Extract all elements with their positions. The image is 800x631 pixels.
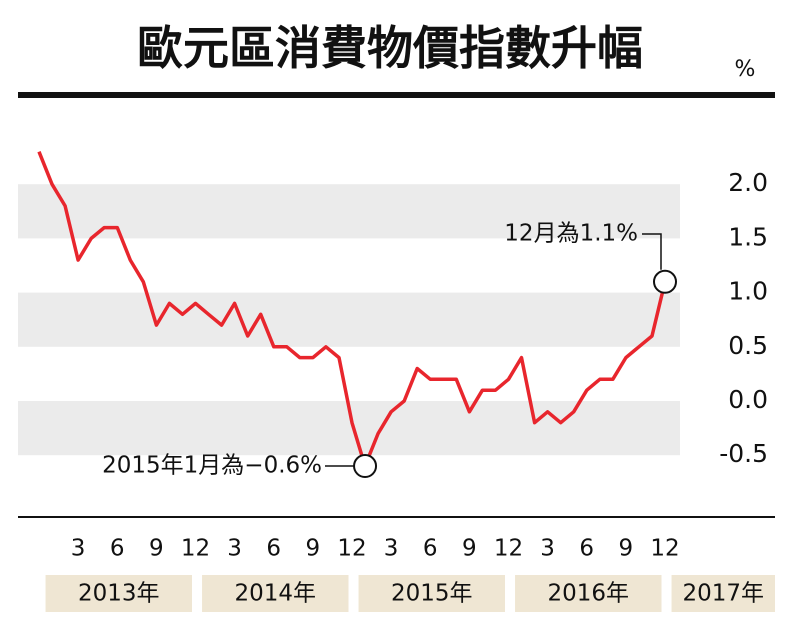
annotation-marker	[353, 454, 378, 479]
year-band	[45, 575, 192, 612]
x-tick-label: 9	[306, 536, 321, 562]
x-tick-label: 12	[494, 536, 523, 562]
x-tick-label: 3	[384, 536, 399, 562]
annotation-marker	[653, 269, 677, 294]
x-tick-label: 3	[540, 536, 555, 562]
year-band	[515, 575, 662, 612]
chart-title: 歐元區消費物價指數升幅	[137, 21, 643, 75]
annotation-leader	[642, 233, 662, 270]
x-tick-label: 6	[110, 536, 125, 562]
x-tick-label: 9	[462, 536, 477, 562]
y-tick-label: 2.0	[728, 168, 768, 197]
x-tick-label: 12	[337, 536, 366, 562]
annotation: 12月為1.1%	[504, 221, 638, 247]
y-tick-label: 0.0	[728, 385, 768, 414]
year-label: 2016年	[547, 581, 629, 607]
y-tick-label: 1.5	[728, 222, 768, 251]
x-tick-label: 6	[423, 536, 438, 562]
year-label: 2015年	[391, 581, 473, 607]
y-tick-label: 0.5	[728, 331, 768, 360]
x-tick-label: 3	[227, 536, 242, 562]
year-label: 2013年	[78, 581, 160, 607]
bottom-rule	[18, 516, 775, 518]
x-tick-label: 12	[650, 536, 679, 562]
year-band	[671, 575, 775, 612]
year-band	[358, 575, 505, 612]
x-tick-label: 9	[619, 536, 634, 562]
y-tick-label: -0.5	[719, 439, 768, 468]
x-tick-label: 6	[579, 536, 594, 562]
grid-band	[18, 184, 680, 239]
unit-label: %	[735, 57, 756, 82]
year-label: 2014年	[234, 581, 316, 607]
year-band	[202, 575, 349, 612]
x-tick-label: 12	[181, 536, 210, 562]
grid-band	[18, 292, 680, 347]
x-tick-label: 6	[266, 536, 281, 562]
data-line	[37, 151, 667, 468]
y-tick-label: 1.0	[728, 277, 768, 306]
title-rule	[18, 92, 775, 98]
x-tick-label: 3	[71, 536, 86, 562]
annotation: 2015年1月為−0.6%	[102, 453, 322, 479]
x-tick-label: 9	[149, 536, 164, 562]
year-label: 2017年	[682, 581, 764, 607]
